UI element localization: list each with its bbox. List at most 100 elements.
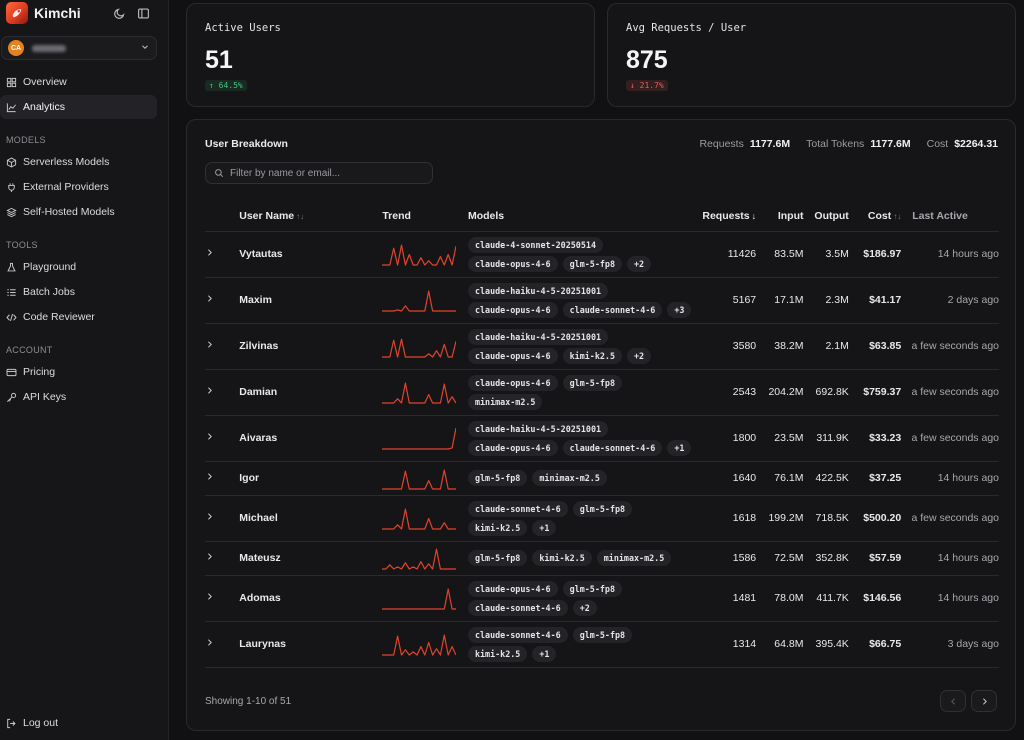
trend-sparkline — [382, 575, 468, 622]
trend-line — [382, 427, 457, 450]
col-models: Models — [467, 201, 692, 232]
model-badge: claude-opus-4-6 — [467, 347, 558, 364]
trend-line — [382, 290, 457, 312]
expand-row-button[interactable] — [205, 461, 240, 496]
cost-value: $66.75 — [848, 621, 902, 668]
nav-code-reviewer[interactable]: Code Reviewer — [0, 305, 157, 329]
trend-sparkline — [382, 277, 468, 324]
user-name: Damian — [239, 369, 383, 416]
last-active-value: 14 hours ago — [901, 575, 999, 622]
user-search-input[interactable] — [230, 167, 420, 179]
table-row[interactable]: Maxim claude-haiku-4-5-20251001 claude-opu… — [205, 277, 999, 324]
cost-value: $33.23 — [848, 415, 902, 462]
nav-analytics[interactable]: Analytics — [0, 95, 157, 119]
expand-row-button[interactable] — [205, 495, 240, 542]
user-search[interactable] — [205, 162, 433, 184]
expand-row-button[interactable] — [205, 621, 240, 668]
user-name: Michael — [239, 495, 383, 542]
col-user-name-label: User Name — [239, 209, 295, 222]
sort-icon: ↑↓ — [296, 211, 305, 221]
table-row[interactable]: Igor glm-5-fp8 minimax-m2.5 1640 76.1M 422.5K… — [205, 461, 999, 496]
expand-row-button[interactable] — [205, 277, 240, 324]
table-row[interactable]: Adomas claude-opus-4-6 glm-5-fp8 claude-son… — [205, 575, 999, 622]
last-active-value: 2 days ago — [901, 277, 999, 324]
cost-value: $37.25 — [848, 461, 902, 496]
chevron-right-icon — [208, 473, 212, 480]
models-cell: claude-haiku-4-5-20251001 claude-opus-4-6… — [467, 415, 692, 462]
col-requests[interactable]: Requests ↓ — [691, 201, 757, 232]
sidebar-toggle-icon[interactable] — [136, 6, 150, 20]
kimchi-logo-icon[interactable] — [6, 2, 28, 24]
section-tools: TOOLS — [6, 240, 38, 250]
table-row[interactable]: Zilvinas claude-haiku-4-5-20251001 claude-… — [205, 323, 999, 370]
col-cost[interactable]: Cost ↑↓ — [848, 201, 902, 232]
nav-api-keys[interactable]: API Keys — [0, 385, 157, 409]
brand-name: Kimchi — [34, 5, 81, 21]
col-trend: Trend — [382, 201, 468, 232]
expand-row-button[interactable] — [205, 575, 240, 622]
more-models-badge[interactable]: +2 — [627, 347, 652, 364]
model-badge: kimi-k2.5 — [467, 645, 528, 662]
col-user-name[interactable]: User Name ↑↓ — [239, 201, 383, 232]
org-switcher[interactable]: CA — [1, 36, 157, 60]
total-requests-value: 1177.6M — [749, 138, 791, 150]
table-row[interactable]: Michael claude-sonnet-4-6 glm-5-fp8 kimi-k2… — [205, 495, 999, 542]
more-models-badge[interactable]: +3 — [667, 301, 692, 318]
nav-batch-label: Batch Jobs — [23, 286, 75, 298]
table-row[interactable]: Damian claude-opus-4-6 glm-5-fp8 minimax-m2… — [205, 369, 999, 416]
table-row[interactable]: Mateusz glm-5-fp8 kimi-k2.5 minimax-m2.5 158… — [205, 541, 999, 576]
user-name: Adomas — [239, 575, 383, 622]
more-models-badge[interactable]: +1 — [532, 519, 557, 536]
more-models-badge[interactable]: +2 — [627, 255, 652, 272]
more-models-badge[interactable]: +1 — [532, 645, 557, 662]
chevron-right-icon — [208, 639, 212, 646]
nav-serverless-models[interactable]: Serverless Models — [0, 150, 157, 174]
next-page-button[interactable] — [971, 690, 997, 712]
cost-value: $186.97 — [848, 231, 902, 278]
trend-line — [382, 634, 457, 656]
more-models-badge[interactable]: +2 — [572, 599, 597, 616]
table-row[interactable]: Laurynas claude-sonnet-4-6 glm-5-fp8 kimi-k… — [205, 621, 999, 668]
input-tokens-value: 76.1M — [756, 461, 804, 496]
table-row[interactable]: Vytautas claude-4-sonnet-20250514 claude-o… — [205, 231, 999, 278]
logout-button[interactable]: Log out — [0, 711, 160, 735]
model-badge: minimax-m2.5 — [596, 550, 672, 566]
expand-row-button[interactable] — [205, 369, 240, 416]
model-badge: claude-opus-4-6 — [467, 301, 558, 318]
models-cell: claude-opus-4-6 glm-5-fp8 minimax-m2.5 — [467, 369, 692, 416]
output-tokens-value: 692.8K — [803, 369, 849, 416]
expand-row-button[interactable] — [205, 231, 240, 278]
input-tokens-value: 83.5M — [756, 231, 804, 278]
col-requests-label: Requests — [702, 209, 750, 222]
model-badge: claude-opus-4-6 — [467, 439, 558, 456]
models-cell: claude-haiku-4-5-20251001 claude-opus-4-6… — [467, 323, 692, 370]
expand-row-button[interactable] — [205, 323, 240, 370]
nav-self-hosted-models[interactable]: Self-Hosted Models — [0, 200, 157, 224]
model-badge: claude-4-sonnet-20250514 — [467, 236, 603, 253]
model-badge: glm-5-fp8 — [562, 580, 622, 597]
model-badge: claude-sonnet-4-6 — [562, 439, 663, 456]
nav-batch-jobs[interactable]: Batch Jobs — [0, 280, 157, 304]
chevron-right-icon — [208, 553, 212, 560]
table-row[interactable]: Aivaras claude-haiku-4-5-20251001 claude-o… — [205, 415, 999, 462]
model-badge: minimax-m2.5 — [532, 470, 607, 486]
trend-sparkline — [382, 495, 468, 542]
requests-value: 1800 — [691, 415, 757, 462]
col-input: Input — [756, 201, 804, 232]
trend-line — [382, 244, 457, 266]
nav-reviewer-label: Code Reviewer — [23, 311, 95, 323]
nav-pricing[interactable]: Pricing — [0, 360, 157, 384]
last-active-value: a few seconds ago — [901, 495, 999, 542]
expand-row-button[interactable] — [205, 415, 240, 462]
nav-pricing-label: Pricing — [23, 366, 56, 378]
expand-row-button[interactable] — [205, 541, 240, 576]
user-name: Igor — [239, 461, 383, 496]
nav-overview[interactable]: Overview — [0, 70, 157, 94]
nav-playground[interactable]: Playground — [0, 255, 157, 279]
more-models-badge[interactable]: +1 — [667, 439, 692, 456]
model-badge: claude-opus-4-6 — [467, 255, 558, 272]
prev-page-button[interactable] — [940, 690, 966, 712]
moon-icon[interactable] — [112, 6, 126, 20]
user-breakdown-table: User Name ↑↓ Trend Models Requests ↓ Input… — [205, 201, 999, 668]
nav-external-providers[interactable]: External Providers — [0, 175, 157, 199]
